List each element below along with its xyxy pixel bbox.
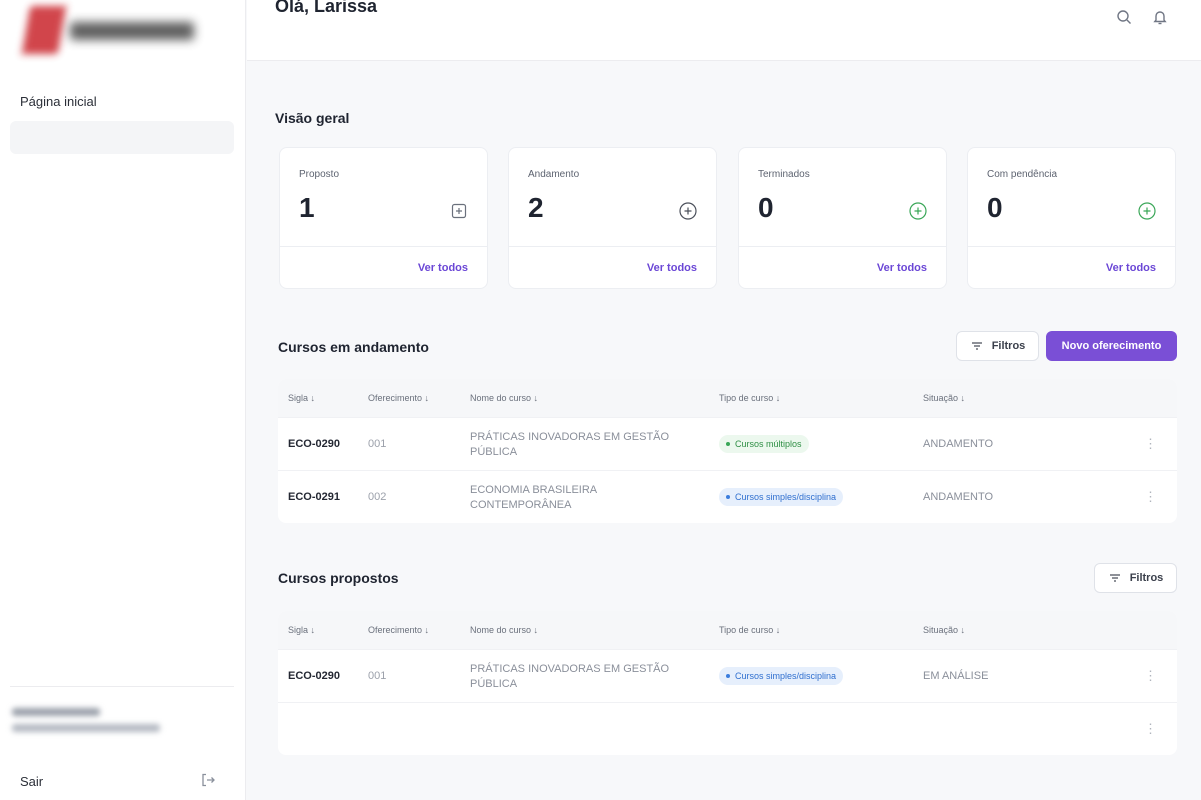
page-greeting: Olá, Larissa xyxy=(275,0,378,16)
stat-label: Com pendência xyxy=(987,169,1058,180)
table-row[interactable]: ECO-0291 002 ECONOMIA BRASILEIRA CONTEMPO… xyxy=(278,470,1177,523)
plus-square-icon[interactable] xyxy=(449,201,469,221)
view-all-link[interactable]: Ver todos xyxy=(646,262,697,274)
stat-card-terminados: Terminados 0 Ver todos xyxy=(738,147,947,289)
col-tipo[interactable]: Tipo de curso ↓ xyxy=(719,393,781,403)
stat-value: 2 xyxy=(528,192,544,223)
more-options-icon[interactable]: ⋮ xyxy=(1144,668,1157,683)
propostos-table: Sigla ↓ Oferecimento ↓ Nome do curso ↓ T… xyxy=(278,611,1177,755)
search-icon[interactable] xyxy=(1115,8,1133,26)
cell-oferecimento: 002 xyxy=(368,491,387,503)
table-header: Sigla ↓ Oferecimento ↓ Nome do curso ↓ T… xyxy=(278,611,1177,649)
new-offering-button[interactable]: Novo oferecimento xyxy=(1046,331,1177,361)
top-header: Olá, Larissa xyxy=(247,0,1201,61)
course-type-badge: Cursos simples/disciplina xyxy=(719,667,844,685)
table-header: Sigla ↓ Oferecimento ↓ Nome do curso ↓ T… xyxy=(278,379,1177,417)
stat-card-andamento: Andamento 2 Ver todos xyxy=(508,147,717,289)
filter-icon xyxy=(971,342,982,350)
cell-situacao: ANDAMENTO xyxy=(923,491,994,503)
col-nome[interactable]: Nome do curso ↓ xyxy=(470,625,539,635)
filter-icon xyxy=(1109,574,1120,582)
brand-logo xyxy=(21,6,198,54)
filter-button[interactable]: Filtros xyxy=(956,331,1039,361)
view-all-link[interactable]: Ver todos xyxy=(876,262,927,274)
col-nome[interactable]: Nome do curso ↓ xyxy=(470,393,539,403)
cell-sigla: ECO-0290 xyxy=(288,670,340,682)
sidebar-divider xyxy=(10,686,234,687)
view-all-link[interactable]: Ver todos xyxy=(1105,262,1156,274)
col-sigla[interactable]: Sigla ↓ xyxy=(288,625,316,635)
bell-icon[interactable] xyxy=(1151,8,1169,26)
cell-sigla: ECO-0291 xyxy=(288,491,340,503)
cell-nome: PRÁTICAS INOVADORAS EM GESTÃO PÚBLICA xyxy=(470,431,670,458)
sidebar-item-active[interactable] xyxy=(10,121,234,154)
cell-oferecimento: 001 xyxy=(368,438,387,450)
col-sigla[interactable]: Sigla ↓ xyxy=(288,393,316,403)
plus-circle-icon[interactable] xyxy=(678,201,698,221)
col-oferecimento[interactable]: Oferecimento ↓ xyxy=(368,625,430,635)
stat-value: 1 xyxy=(299,192,315,223)
stat-card-pendencia: Com pendência 0 Ver todos xyxy=(967,147,1176,289)
more-options-icon[interactable]: ⋮ xyxy=(1144,489,1157,504)
col-situacao[interactable]: Situação ↓ xyxy=(923,393,966,403)
cell-nome: ECONOMIA BRASILEIRA CONTEMPORÂNEA xyxy=(470,484,598,511)
filter-button-label: Filtros xyxy=(1129,572,1164,584)
stat-label: Terminados xyxy=(758,169,810,180)
course-type-badge: Cursos simples/disciplina xyxy=(719,488,844,506)
stat-card-proposto: Proposto 1 Ver todos xyxy=(279,147,488,289)
sidebar: Página inicial Sair xyxy=(0,0,246,800)
stat-label: Andamento xyxy=(528,169,580,180)
stat-value: 0 xyxy=(758,192,774,223)
stat-value: 0 xyxy=(987,192,1003,223)
course-type-badge: Cursos múltiplos xyxy=(719,435,809,453)
cell-oferecimento: 001 xyxy=(368,670,387,682)
plus-circle-green-icon[interactable] xyxy=(1137,201,1157,221)
table-row[interactable]: ECO-0290 001 PRÁTICAS INOVADORAS EM GEST… xyxy=(278,649,1177,702)
more-options-icon[interactable]: ⋮ xyxy=(1144,721,1157,736)
plus-circle-green-icon[interactable] xyxy=(908,201,928,221)
table-row[interactable]: ECO-0290 001 PRÁTICAS INOVADORAS EM GEST… xyxy=(278,417,1177,470)
andamento-table: Sigla ↓ Oferecimento ↓ Nome do curso ↓ T… xyxy=(278,379,1177,523)
view-all-link[interactable]: Ver todos xyxy=(417,262,468,274)
cell-situacao: EM ANÁLISE xyxy=(923,670,989,682)
sidebar-item-home[interactable]: Página inicial xyxy=(20,94,97,109)
logout-link[interactable]: Sair xyxy=(20,774,44,789)
col-oferecimento[interactable]: Oferecimento ↓ xyxy=(368,393,430,403)
col-tipo[interactable]: Tipo de curso ↓ xyxy=(719,625,781,635)
more-options-icon[interactable]: ⋮ xyxy=(1144,436,1157,451)
filter-button[interactable]: Filtros xyxy=(1094,563,1177,593)
cell-situacao: ANDAMENTO xyxy=(923,438,994,450)
table-row-empty[interactable]: ⋮ xyxy=(278,702,1177,755)
user-info xyxy=(12,708,162,738)
filter-button-label: Filtros xyxy=(991,340,1026,352)
cell-nome: PRÁTICAS INOVADORAS EM GESTÃO PÚBLICA xyxy=(470,663,670,690)
col-situacao[interactable]: Situação ↓ xyxy=(923,625,966,635)
logout-icon[interactable] xyxy=(200,772,216,788)
cell-sigla: ECO-0290 xyxy=(288,438,340,450)
propostos-title: Cursos propostos xyxy=(278,570,399,586)
overview-title: Visão geral xyxy=(275,110,350,126)
andamento-title: Cursos em andamento xyxy=(278,339,429,355)
stat-label: Proposto xyxy=(299,169,340,180)
